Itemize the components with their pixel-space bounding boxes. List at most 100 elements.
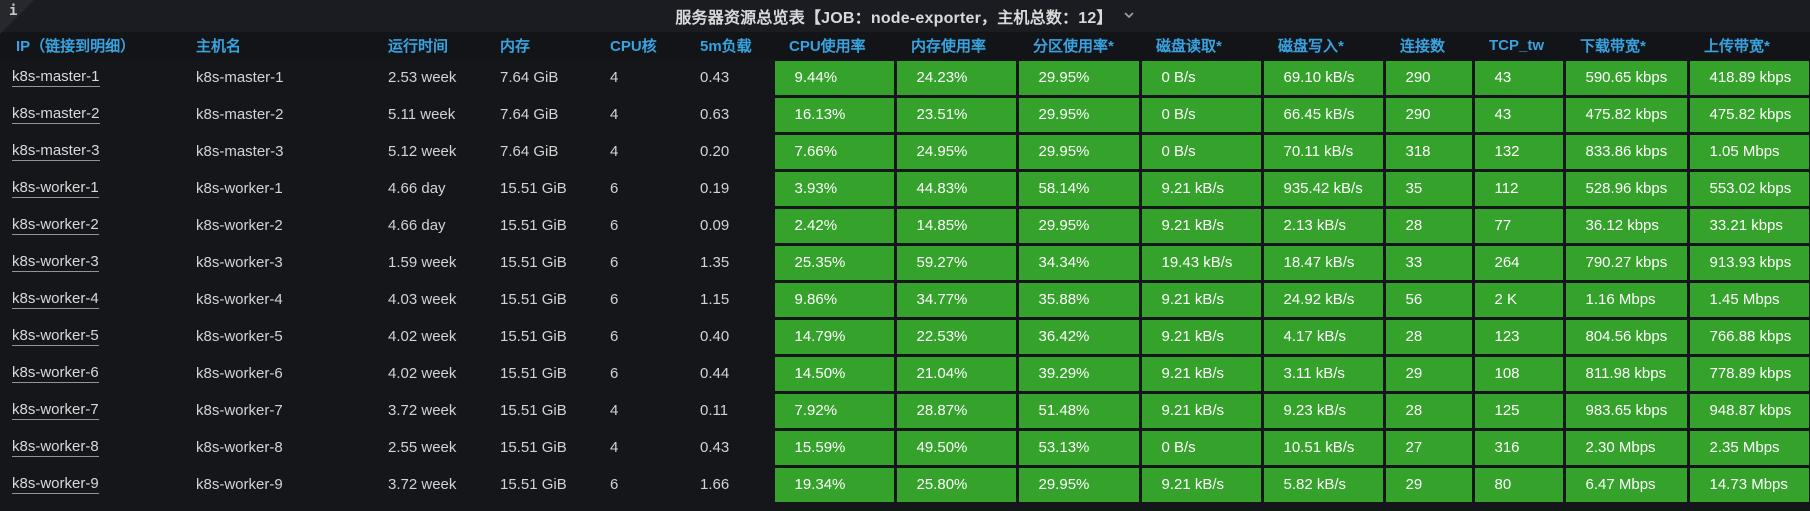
cell-tcp_tw: 77 xyxy=(1474,208,1563,243)
cell-download: 833.86 kbps xyxy=(1565,134,1687,169)
cell-wrap-tcp_tw: 316 xyxy=(1473,429,1564,466)
ip-detail-link[interactable]: k8s-master-2 xyxy=(12,105,100,124)
column-header-disk_write[interactable]: 磁盘写入* xyxy=(1278,38,1344,55)
panel-info-corner[interactable]: i xyxy=(0,0,34,34)
cell-tcp_tw: 112 xyxy=(1474,171,1563,206)
cell-wrap-connections: 27 xyxy=(1384,429,1473,466)
cell-wrap-download: 790.27 kbps xyxy=(1564,244,1688,281)
ip-detail-link[interactable]: k8s-master-3 xyxy=(12,142,100,161)
cell-part_usage: 29.95% xyxy=(1018,208,1139,243)
cell-connections: 290 xyxy=(1385,60,1472,95)
cell-wrap-tcp_tw: 123 xyxy=(1473,318,1564,355)
cell-hostname: k8s-worker-8 xyxy=(196,439,283,456)
ip-detail-link[interactable]: k8s-worker-6 xyxy=(12,364,99,383)
cell-wrap-upload: 33.21 kbps xyxy=(1688,207,1810,244)
column-header-upload[interactable]: 上传带宽* xyxy=(1704,38,1770,55)
cell-wrap-download: 590.65 kbps xyxy=(1564,59,1688,96)
cell-wrap-disk_write: 2.13 kB/s xyxy=(1262,207,1384,244)
cell-uptime: 3.72 week xyxy=(388,476,457,493)
cell-load5m: 0.40 xyxy=(700,328,730,345)
table-row: k8s-master-2 k8s-master-2 5.11 week 7.64 Gi… xyxy=(0,96,1810,133)
column-header-download[interactable]: 下载带宽* xyxy=(1580,38,1646,55)
cell-upload: 2.35 Mbps xyxy=(1689,430,1809,465)
cell-cpu_cores: 6 xyxy=(610,291,619,308)
cell-cpu_usage: 25.35% xyxy=(774,245,894,280)
column-header-memory[interactable]: 内存 xyxy=(500,38,531,55)
cell-disk_read: 9.21 kB/s xyxy=(1141,319,1261,354)
column-header-load5m[interactable]: 5m负载 xyxy=(700,38,752,55)
cell-download: 983.65 kbps xyxy=(1565,393,1687,428)
column-header-part_usage[interactable]: 分区使用率* xyxy=(1033,38,1114,55)
cell-mem_usage: 44.83% xyxy=(896,171,1016,206)
cell-wrap-connections: 29 xyxy=(1384,466,1473,503)
column-header-tcp_tw[interactable]: TCP_tw xyxy=(1489,37,1545,54)
cell-mem_usage: 59.27% xyxy=(896,245,1016,280)
cell-disk_read: 9.21 kB/s xyxy=(1141,171,1261,206)
cell-upload: 1.05 Mbps xyxy=(1689,134,1809,169)
cell-memory: 15.51 GiB xyxy=(500,365,567,382)
cell-wrap-upload: 948.87 kbps xyxy=(1688,392,1810,429)
column-header-ip[interactable]: IP（链接到明细） xyxy=(16,38,136,55)
cell-wrap-part_usage: 34.34% xyxy=(1017,244,1140,281)
cell-wrap-upload: 2.35 Mbps xyxy=(1688,429,1810,466)
ip-detail-link[interactable]: k8s-worker-9 xyxy=(12,475,99,494)
cell-wrap-disk_write: 24.92 kB/s xyxy=(1262,281,1384,318)
ip-detail-link[interactable]: k8s-worker-4 xyxy=(12,290,99,309)
cell-memory: 15.51 GiB xyxy=(500,439,567,456)
cell-cpu_usage: 14.79% xyxy=(774,319,894,354)
cell-connections: 35 xyxy=(1385,171,1472,206)
cell-part_usage: 51.48% xyxy=(1018,393,1139,428)
ip-detail-link[interactable]: k8s-worker-8 xyxy=(12,438,99,457)
cell-mem_usage: 21.04% xyxy=(896,356,1016,391)
ip-detail-link[interactable]: k8s-worker-1 xyxy=(12,179,99,198)
ip-detail-link[interactable]: k8s-master-1 xyxy=(12,68,100,87)
chevron-down-icon[interactable] xyxy=(1123,9,1135,23)
cell-tcp_tw: 108 xyxy=(1474,356,1563,391)
cell-wrap-disk_read: 0 B/s xyxy=(1140,429,1262,466)
panel-titlebar: i 服务器资源总览表【JOB：node-exporter，主机总数：12】 xyxy=(0,0,1810,34)
column-header-connections[interactable]: 连接数 xyxy=(1400,38,1446,55)
cell-wrap-cpu_usage: 19.34% xyxy=(773,466,895,503)
table-row: k8s-worker-3 k8s-worker-3 1.59 week 15.51 G… xyxy=(0,244,1810,281)
cell-wrap-mem_usage: 24.23% xyxy=(895,59,1017,96)
cell-memory: 15.51 GiB xyxy=(500,217,567,234)
cell-wrap-part_usage: 29.95% xyxy=(1017,59,1140,96)
column-header-cpu_cores[interactable]: CPU核 xyxy=(610,38,657,55)
cell-wrap-mem_usage: 23.51% xyxy=(895,96,1017,133)
cell-part_usage: 29.95% xyxy=(1018,60,1139,95)
cell-wrap-disk_read: 0 B/s xyxy=(1140,133,1262,170)
ip-detail-link[interactable]: k8s-worker-3 xyxy=(12,253,99,272)
column-header-mem_usage[interactable]: 内存使用率 xyxy=(911,38,987,55)
cell-load5m: 0.43 xyxy=(700,69,730,86)
cell-disk_write: 2.13 kB/s xyxy=(1263,208,1383,243)
column-header-hostname[interactable]: 主机名 xyxy=(196,38,242,55)
ip-detail-link[interactable]: k8s-worker-7 xyxy=(12,401,99,420)
cell-mem_usage: 23.51% xyxy=(896,97,1016,132)
cell-ip: k8s-worker-3 xyxy=(0,244,180,281)
ip-detail-link[interactable]: k8s-worker-5 xyxy=(12,327,99,346)
cell-ip: k8s-master-3 xyxy=(0,133,180,170)
cell-wrap-connections: 56 xyxy=(1384,281,1473,318)
cell-memory: 15.51 GiB xyxy=(500,291,567,308)
cell-download: 590.65 kbps xyxy=(1565,60,1687,95)
cell-load5m: 0.44 xyxy=(700,365,730,382)
cell-wrap-cpu_usage: 7.66% xyxy=(773,133,895,170)
cell-ip: k8s-master-2 xyxy=(0,96,180,133)
cell-wrap-download: 6.47 Mbps xyxy=(1564,466,1688,503)
column-header-disk_read[interactable]: 磁盘读取* xyxy=(1156,38,1222,55)
panel-title[interactable]: 服务器资源总览表【JOB：node-exporter，主机总数：12】 xyxy=(675,10,1113,27)
cell-wrap-upload: 418.89 kbps xyxy=(1688,59,1810,96)
table-row: k8s-worker-4 k8s-worker-4 4.03 week 15.51 G… xyxy=(0,281,1810,318)
column-header-cpu_usage[interactable]: CPU使用率 xyxy=(789,38,866,55)
cell-wrap-disk_read: 0 B/s xyxy=(1140,96,1262,133)
cell-disk_write: 935.42 kB/s xyxy=(1263,171,1383,206)
cell-mem_usage: 24.95% xyxy=(896,134,1016,169)
cell-tcp_tw: 132 xyxy=(1474,134,1563,169)
cell-wrap-download: 811.98 kbps xyxy=(1564,355,1688,392)
cell-hostname: k8s-master-2 xyxy=(196,106,284,123)
ip-detail-link[interactable]: k8s-worker-2 xyxy=(12,216,99,235)
cell-ip: k8s-worker-7 xyxy=(0,392,180,429)
column-header-uptime[interactable]: 运行时间 xyxy=(388,38,449,55)
cell-wrap-disk_write: 4.17 kB/s xyxy=(1262,318,1384,355)
cell-memory: 15.51 GiB xyxy=(500,402,567,419)
